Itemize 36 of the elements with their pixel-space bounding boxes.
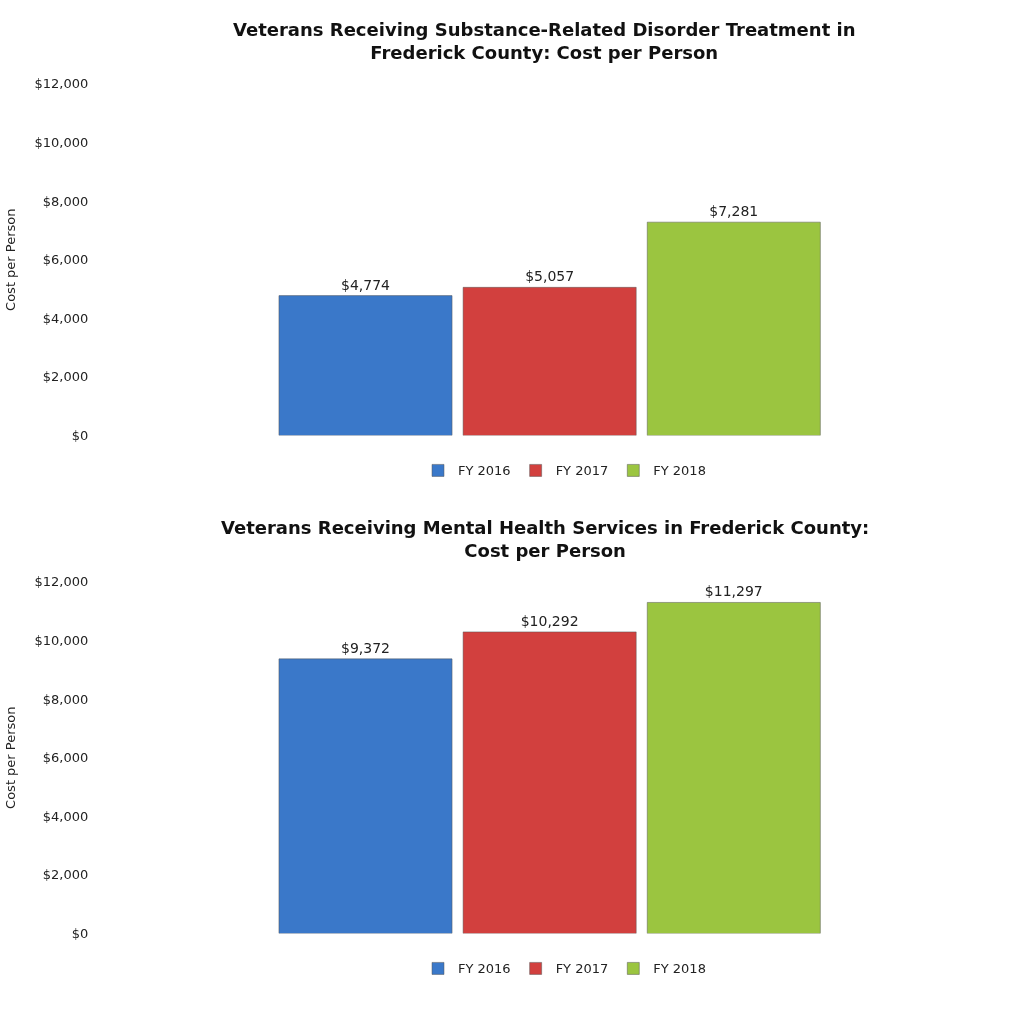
data-label: $4,774 xyxy=(340,276,391,293)
y-tick-label: $0 xyxy=(71,926,89,942)
chart-title: Veterans Receiving Substance-Related Disorder Treatment in Frederick County: Cost per Person xyxy=(233,19,856,64)
y-tick-label: $10,000 xyxy=(34,135,89,151)
bar xyxy=(278,295,453,436)
data-label: $9,372 xyxy=(341,639,391,656)
y-tick-label: $8,000 xyxy=(42,193,89,209)
legend-label: FY 2018 xyxy=(653,463,706,479)
y-tick-label: $0 xyxy=(71,428,89,444)
legend-label: FY 2016 xyxy=(458,961,511,977)
legend-label: FY 2016 xyxy=(458,463,511,479)
legend-label: FY 2017 xyxy=(555,463,609,479)
y-tick-label: $12,000 xyxy=(34,574,89,590)
data-label: $7,281 xyxy=(709,203,759,220)
y-tick-label: $6,000 xyxy=(42,252,89,268)
bar xyxy=(462,631,637,934)
y-axis-title: Cost per Person xyxy=(3,208,19,311)
data-label: $5,057 xyxy=(525,268,575,285)
y-tick-label: $6,000 xyxy=(42,750,89,766)
bar xyxy=(462,287,637,436)
y-tick-label: $4,000 xyxy=(42,310,89,326)
data-label: $11,297 xyxy=(704,583,763,600)
y-tick-label: $10,000 xyxy=(34,633,89,649)
legend-label: FY 2017 xyxy=(555,961,609,977)
bar xyxy=(278,658,453,934)
data-label: $10,292 xyxy=(520,612,579,629)
y-tick-label: $2,000 xyxy=(42,867,89,883)
y-tick-label: $2,000 xyxy=(42,369,89,385)
chart-title: Veterans Receiving Mental Health Services in Frederick County: Cost per Person xyxy=(221,517,870,562)
y-tick-label: $4,000 xyxy=(42,808,89,824)
bar xyxy=(646,221,821,436)
legend-label: FY 2018 xyxy=(653,961,706,977)
y-tick-label: $8,000 xyxy=(42,691,89,707)
y-tick-label: $12,000 xyxy=(34,76,89,92)
y-axis-title: Cost per Person xyxy=(3,706,19,809)
bar xyxy=(646,602,821,934)
